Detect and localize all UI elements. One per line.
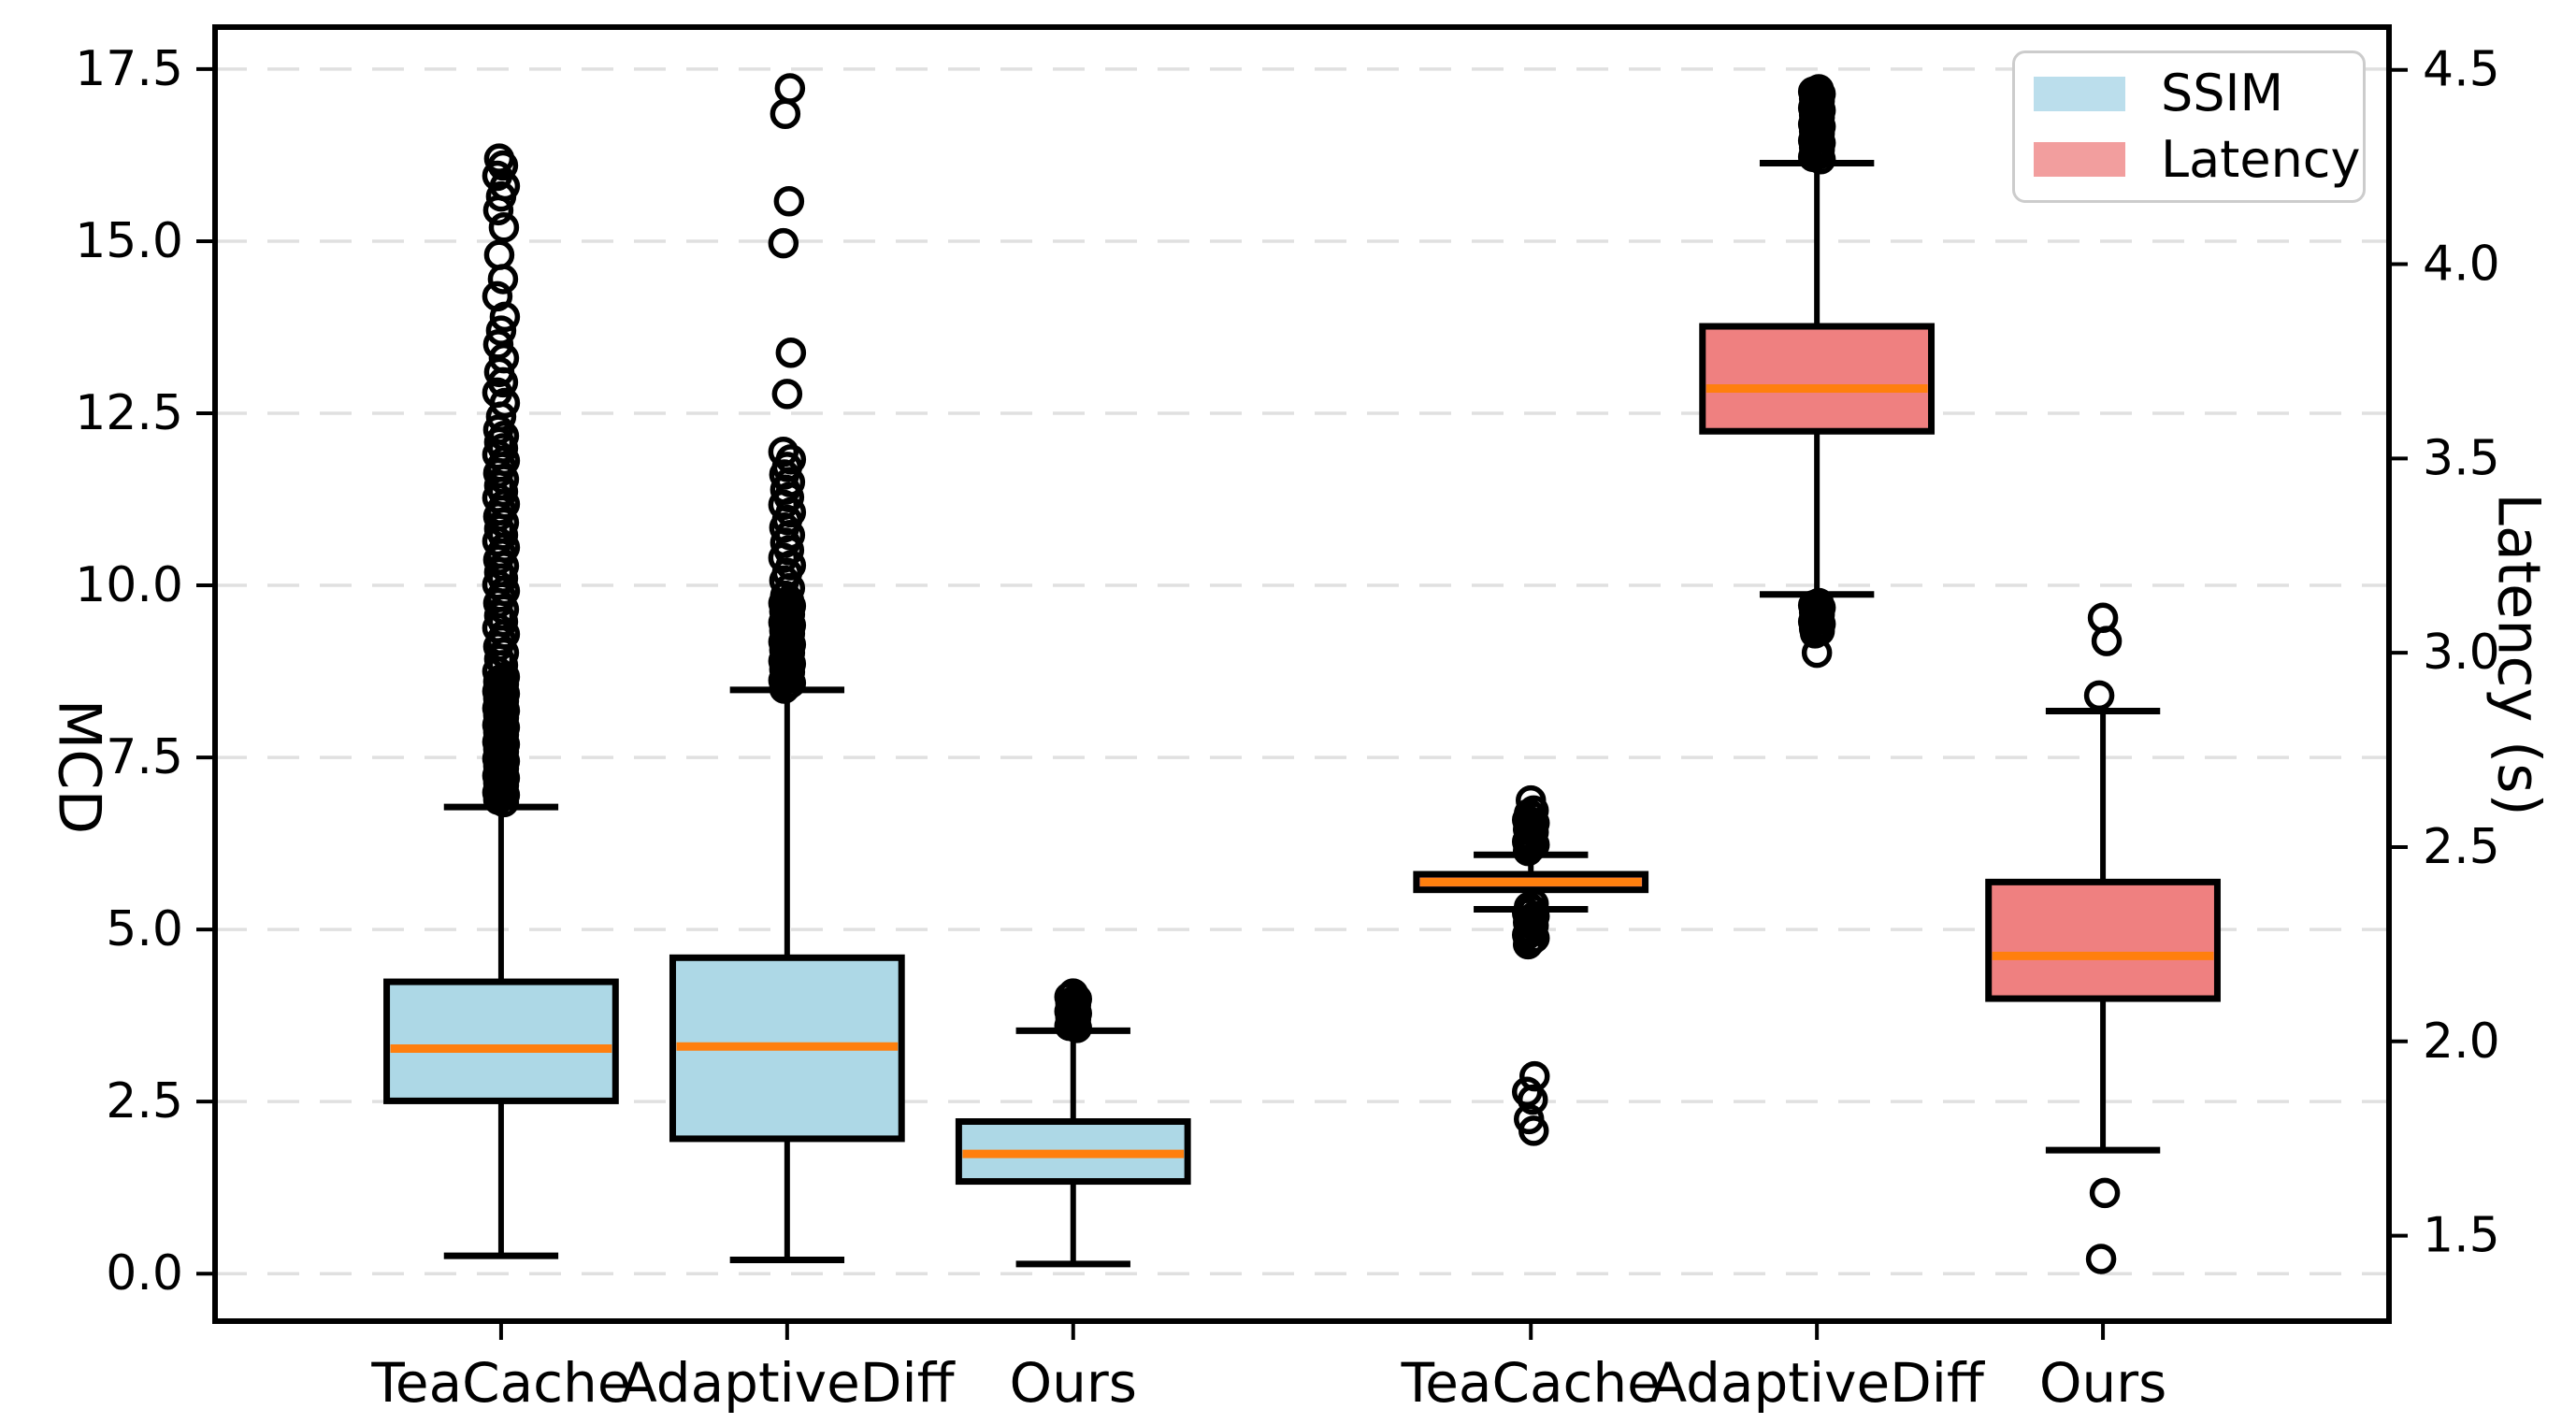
- box-ssim-teacache-outlier: [483, 143, 515, 174]
- box-ssim-adaptivediff-outlier: [773, 186, 805, 217]
- right-tick-label: 3.5: [2423, 430, 2500, 486]
- right-tick-label: 2.0: [2423, 1014, 2500, 1070]
- legend-item-ssim: SSIM: [2034, 68, 2363, 119]
- box-ssim-ours-outlier: [1054, 982, 1086, 1013]
- box-ssim-teacache-outlier: [482, 414, 514, 445]
- legend-label-latency: Latency: [2161, 129, 2361, 189]
- legend: SSIM Latency: [2012, 50, 2366, 203]
- box-ssim-adaptivediff-outlier: [775, 444, 807, 475]
- box-ssim-adaptivediff-outlier: [768, 227, 799, 259]
- legend-swatch-ssim: [2034, 76, 2125, 111]
- right-tick-label: 4.5: [2423, 42, 2500, 98]
- left-tick-label: 2.5: [106, 1073, 183, 1129]
- legend-item-latency: Latency: [2034, 129, 2363, 189]
- box-ssim-adaptivediff-outlier: [770, 98, 801, 130]
- box-latency-adaptivediff-iqr: [1699, 323, 1936, 435]
- left-axis-title: MCD: [45, 698, 114, 835]
- box-latency-ours-outlier: [2089, 1177, 2121, 1209]
- box-latency-ours-outlier: [2091, 626, 2123, 656]
- left-tick-label: 17.5: [75, 41, 183, 97]
- box-latency-adaptivediff-outlier: [1803, 587, 1835, 619]
- box-ssim-teacache-outlier: [482, 280, 513, 312]
- box-ssim-teacache-outlier: [485, 315, 517, 346]
- legend-swatch-latency: [2034, 142, 2125, 178]
- box-latency-ours-iqr: [1985, 878, 2221, 1002]
- right-tick-label: 4.0: [2423, 237, 2500, 293]
- left-tick-label: 0.0: [106, 1245, 183, 1302]
- box-ssim-adaptivediff-outlier: [775, 337, 807, 368]
- category-label: AdaptiveDiff: [620, 1351, 956, 1415]
- box-ssim-adaptivediff-outlier: [774, 73, 806, 104]
- box-latency-ours-outlier: [2085, 1244, 2117, 1274]
- left-tick-label: 5.0: [106, 901, 183, 957]
- box-ssim-adaptivediff-outlier: [771, 379, 803, 410]
- box-latency-teacache-outlier: [1518, 888, 1549, 919]
- box-latency-adaptivediff-outlier: [1803, 74, 1835, 105]
- right-axis-title: Latency (s): [2484, 493, 2554, 816]
- box-ssim-teacache-iqr: [383, 978, 619, 1104]
- box-latency-teacache-outlier: [1517, 1084, 1548, 1115]
- category-label: Ours: [1010, 1351, 1137, 1415]
- category-label: TeaCache: [370, 1351, 630, 1415]
- category-label: AdaptiveDiff: [1649, 1351, 1985, 1415]
- left-tick-label: 12.5: [75, 385, 183, 441]
- box-ssim-teacache-outlier: [488, 211, 520, 243]
- right-tick-label: 3.0: [2423, 625, 2500, 681]
- box-latency-teacache-outlier: [1518, 1115, 1549, 1146]
- legend-label-ssim: SSIM: [2161, 64, 2284, 123]
- left-tick-label: 7.5: [106, 729, 183, 785]
- right-tick-label: 2.5: [2423, 819, 2500, 875]
- plot-spines: [212, 24, 2392, 1324]
- category-label: Ours: [2039, 1351, 2166, 1415]
- left-tick-label: 15.0: [75, 213, 183, 269]
- right-tick-label: 1.5: [2423, 1208, 2500, 1264]
- box-ssim-teacache-outlier: [482, 329, 514, 360]
- box-latency-ours-outlier: [2083, 680, 2115, 712]
- box-ssim-teacache-outlier: [483, 239, 515, 270]
- category-label: TeaCache: [1401, 1351, 1661, 1415]
- left-tick-label: 10.0: [75, 557, 183, 613]
- box-latency-teacache-outlier: [1518, 795, 1549, 827]
- box-ssim-teacache-outlier: [488, 421, 520, 452]
- box-ssim-adaptivediff-outlier: [768, 436, 799, 467]
